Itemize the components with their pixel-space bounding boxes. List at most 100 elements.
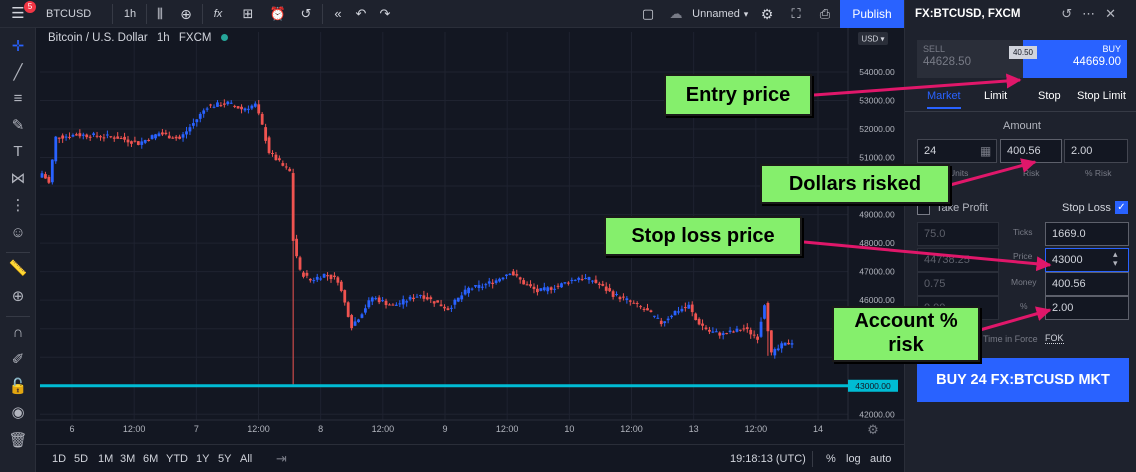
time-in-force-value[interactable]: FOK <box>1045 333 1064 344</box>
candle-body <box>64 136 68 138</box>
stop-loss-money-input[interactable]: 400.56 <box>1045 272 1129 296</box>
candle-body <box>536 288 539 293</box>
ticks-row-label: Ticks <box>1013 227 1033 237</box>
trash-icon[interactable]: 🗑 <box>8 432 28 449</box>
price-tick-label: 48000.00 <box>859 238 895 248</box>
stop-loss-price-callout: Stop loss price <box>604 216 802 256</box>
camera-icon[interactable]: ⎙ <box>819 6 831 21</box>
layout-square-icon[interactable]: ▢ <box>641 6 655 21</box>
price-stepper-icon[interactable]: ▴ ▾ <box>1113 249 1118 268</box>
redo-icon[interactable]: ↷ <box>379 6 391 21</box>
price-chart[interactable]: 54000.0053000.0052000.0051000.0050000.00… <box>36 28 904 444</box>
lock-drawings-icon[interactable]: ✐ <box>11 351 25 368</box>
take-profit-money-input[interactable]: 0.75 <box>917 272 999 296</box>
trend-line-icon[interactable]: ╱ <box>13 64 23 81</box>
calculator-icon[interactable]: ▦ <box>980 144 992 158</box>
candle-body <box>394 304 398 306</box>
crosshair-icon[interactable]: ✛ <box>11 38 25 55</box>
candle-body <box>284 166 288 168</box>
candle-body <box>112 137 116 139</box>
risk-input[interactable]: 400.56 <box>1000 139 1062 163</box>
magnet-icon[interactable]: ∩ <box>12 324 24 341</box>
undo-icon[interactable]: ↶ <box>355 6 367 21</box>
toolbar-divider <box>202 4 203 24</box>
interval-button[interactable]: 1h <box>123 8 137 20</box>
range-button[interactable]: 1M <box>98 453 114 465</box>
fullscreen-icon[interactable]: ⛶ <box>791 6 801 21</box>
candle-body <box>708 329 711 332</box>
candle-body <box>415 296 419 298</box>
candle-body <box>140 141 144 145</box>
fib-retracement-icon[interactable]: ≡ <box>13 90 23 107</box>
candles-icon[interactable]: ⫼ <box>157 6 163 21</box>
tab-market[interactable]: Market <box>927 90 961 109</box>
buy-price-button[interactable]: BUY 44669.00 <box>1023 40 1127 78</box>
settings-gear-icon[interactable]: ⚙ <box>760 6 774 22</box>
stop-loss-ticks-input[interactable]: 1669.0 <box>1045 222 1129 246</box>
clock-time[interactable]: 19:18:13 (UTC) <box>730 453 806 465</box>
alert-icon[interactable]: ⏰ <box>269 6 287 21</box>
templates-icon[interactable]: ⊞ <box>242 6 254 21</box>
stop-loss-price-input[interactable]: 43000 <box>1045 248 1129 272</box>
sell-button[interactable]: SELL 44628.50 <box>917 40 1023 78</box>
percent-toggle[interactable]: % <box>826 453 836 465</box>
stop-loss-percent-input[interactable]: 2.00 <box>1045 296 1129 320</box>
candle-body <box>573 279 577 281</box>
range-button[interactable]: All <box>240 453 253 465</box>
range-button[interactable]: 5D <box>74 453 89 465</box>
text-icon[interactable]: T <box>13 143 23 160</box>
reset-icon[interactable]: ↺ <box>1061 6 1083 21</box>
take-profit-ticks-input[interactable]: 75.0 <box>917 222 999 246</box>
take-profit-price-input[interactable]: 44738.25 <box>917 248 999 272</box>
tab-stop[interactable]: Stop <box>1038 90 1061 102</box>
candle-body <box>185 131 188 135</box>
range-button[interactable]: 1Y <box>196 453 210 465</box>
more-icon[interactable]: ⋯ <box>1082 6 1106 21</box>
indicators-icon[interactable]: fx <box>213 8 223 20</box>
axis-settings-gear-icon: ⚙ <box>867 423 879 438</box>
log-toggle[interactable]: log <box>846 453 861 465</box>
risk-percent-input[interactable]: 2.00 <box>1064 139 1128 163</box>
order-panel-title: FX:BTCUSD, FXCM <box>915 8 1021 20</box>
prediction-icon[interactable]: ⋮ <box>10 197 26 214</box>
range-button[interactable]: 5Y <box>218 453 232 465</box>
time-tick-label: 13 <box>689 424 699 434</box>
rewind-icon[interactable]: « <box>334 6 342 21</box>
brush-icon[interactable]: ✎ <box>11 117 25 134</box>
auto-toggle[interactable]: auto <box>870 453 892 465</box>
publish-button[interactable]: Publish <box>840 0 904 28</box>
compare-icon[interactable]: ⊕ <box>180 6 192 22</box>
tab-limit[interactable]: Limit <box>984 90 1008 102</box>
range-button[interactable]: 6M <box>143 453 159 465</box>
emoji-icon[interactable]: ☺ <box>10 224 26 241</box>
candle-body <box>759 321 763 337</box>
range-button[interactable]: 3M <box>120 453 136 465</box>
candle-body <box>632 302 636 304</box>
candle-body <box>494 280 498 283</box>
tab-stop-limit[interactable]: Stop Limit <box>1077 90 1126 102</box>
candle-body <box>191 123 195 126</box>
candle-body <box>587 277 591 280</box>
lock-icon[interactable]: 🔓 <box>8 378 28 395</box>
menu-icon[interactable]: ☰ <box>11 5 25 22</box>
layout-name[interactable]: Unnamed <box>692 8 740 20</box>
units-label: Units <box>949 168 969 178</box>
sell-price: 44628.50 <box>923 56 971 68</box>
place-buy-order-button[interactable]: BUY 24 FX:BTCUSD MKT <box>917 358 1129 402</box>
candle-body <box>635 303 639 305</box>
range-button[interactable]: 1D <box>52 453 67 465</box>
ruler-icon[interactable]: 📏 <box>8 260 28 277</box>
zoom-in-icon[interactable]: ⊕ <box>11 288 25 305</box>
candle-body <box>439 304 443 307</box>
goto-date-icon[interactable]: ⇥ <box>276 451 287 466</box>
replay-icon[interactable]: ↺ <box>300 6 312 21</box>
chevron-down-icon[interactable]: ▾ <box>743 9 749 19</box>
range-button[interactable]: YTD <box>166 453 188 465</box>
symbol-search[interactable]: BTCUSD <box>46 8 92 20</box>
stop-loss-checkbox[interactable]: ✓ <box>1115 201 1128 214</box>
candle-body <box>302 272 305 277</box>
candle-body <box>615 294 618 296</box>
pattern-icon[interactable]: ⋈ <box>10 170 26 187</box>
close-icon[interactable]: ✕ <box>1105 6 1126 21</box>
eye-icon[interactable]: ◉ <box>11 404 25 421</box>
